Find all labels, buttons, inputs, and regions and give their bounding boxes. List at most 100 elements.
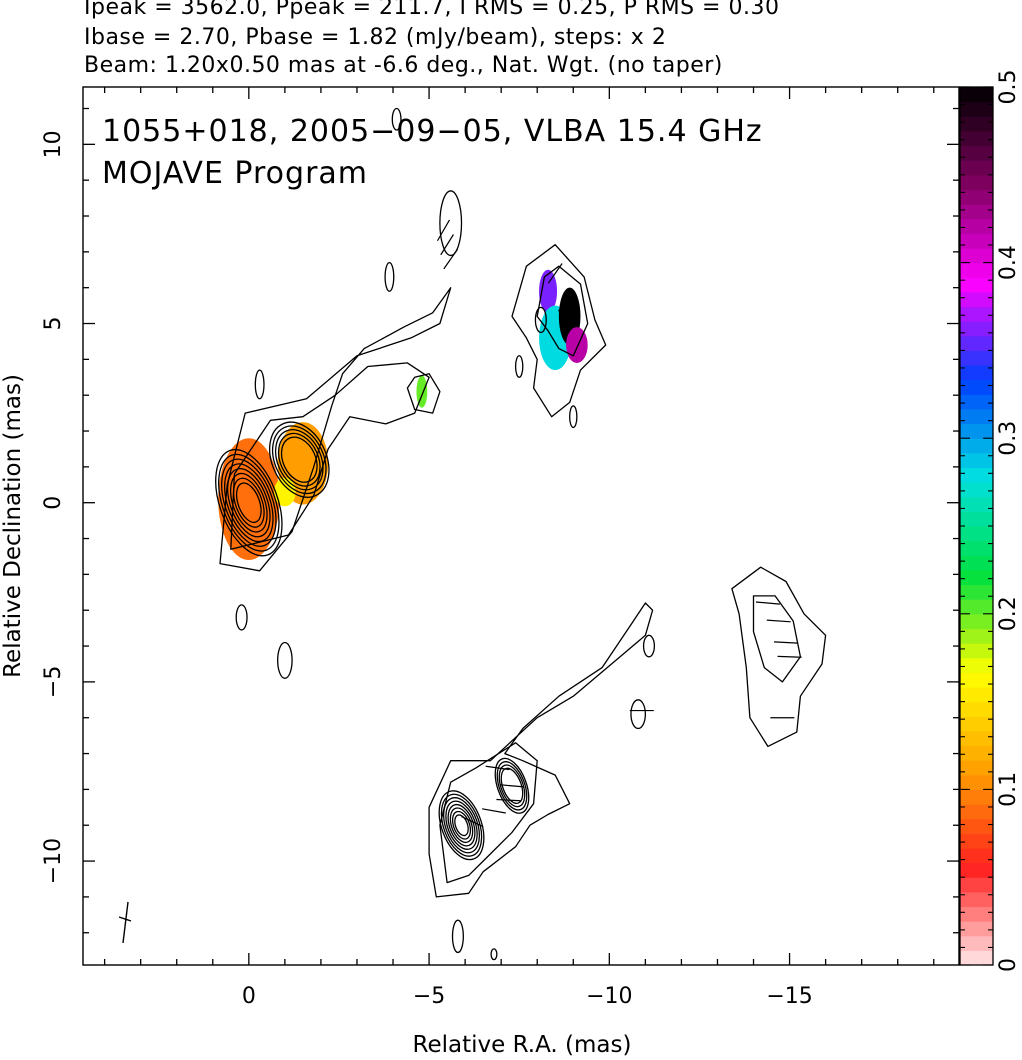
contour-counter-knot-0	[494, 757, 530, 814]
colorbar-step	[960, 452, 993, 469]
y-tick-label: 5	[41, 317, 66, 331]
colorbar-step	[960, 233, 993, 249]
colorbar-step	[960, 526, 993, 542]
colorbar-step	[960, 116, 993, 132]
program-annotation: MOJAVE Program	[102, 156, 368, 191]
colorbar-step	[960, 833, 993, 849]
colorbar-step	[960, 101, 993, 117]
contour-islet-1	[235, 604, 248, 631]
contour-counter-knot-2	[498, 764, 526, 808]
colorbar-step	[960, 555, 993, 571]
header-line-1: Ipeak = 3562.0, Ppeak = 211.7, I RMS = 0…	[84, 0, 780, 20]
x-tick-label: −15	[766, 984, 812, 1009]
colorbar-step	[960, 262, 993, 278]
colorbar-step	[960, 672, 993, 688]
colorbar-step	[960, 774, 993, 790]
colorbar-step	[960, 584, 993, 600]
contour-counter-knot-1	[496, 761, 528, 811]
colorbar-step	[960, 862, 993, 878]
colorbar-step	[960, 818, 993, 834]
evpa-vector-9	[766, 619, 791, 623]
contour-core-4	[226, 468, 271, 538]
colorbar-step	[960, 745, 993, 761]
colorbar-step	[960, 321, 993, 337]
colorbar-step	[960, 160, 993, 176]
contour-east-inner	[752, 595, 802, 683]
contour-knot-5	[406, 373, 441, 414]
colorbar-step	[960, 686, 993, 703]
colorbar-step	[960, 921, 993, 937]
contour-counter-core-5	[449, 807, 474, 844]
beam-marker	[118, 901, 132, 944]
colorbar-step	[960, 613, 993, 630]
evpa-vector-4	[499, 784, 524, 788]
colorbar-step	[960, 277, 993, 293]
contour-core-6	[232, 477, 265, 528]
colorbar-step	[960, 130, 993, 147]
contour-islet-2	[254, 369, 265, 400]
contour-islet-0	[277, 641, 293, 679]
source-annotation: 1055+018, 2005−09−05, VLBA 15.4 GHz	[102, 114, 763, 149]
contour-counter-core-1	[440, 793, 483, 857]
contour-islet-8	[630, 699, 647, 730]
contour-layer	[215, 107, 827, 961]
colorbar-step	[960, 569, 993, 586]
colorbar-step	[960, 877, 993, 893]
pol-patch-3	[416, 375, 428, 408]
y-tick-label: −10	[41, 838, 66, 884]
colorbar-step	[960, 218, 993, 234]
contour-counter-core-3	[445, 800, 478, 850]
header-line-2: Ibase = 2.70, Pbase = 1.82 (mJy/beam), s…	[84, 25, 667, 50]
colorbar-step	[960, 306, 993, 322]
colorbar-step	[960, 891, 993, 908]
colorbar-step	[960, 730, 993, 747]
colorbar-step	[960, 379, 993, 395]
colorbar-step	[960, 350, 993, 366]
colorbar-step	[960, 482, 993, 498]
colorbar-step	[960, 657, 993, 673]
evpa-vector-2	[443, 248, 459, 270]
colorbar-step	[960, 511, 993, 527]
y-axis-label: Relative Declination (mas)	[0, 374, 26, 678]
colorbar-tick-label: 0.3	[996, 421, 1021, 456]
contour-counter-core-4	[447, 803, 476, 847]
y-tick-label: 0	[41, 496, 66, 510]
evpa-vector-5	[496, 798, 521, 802]
evpa-vector-10	[773, 641, 798, 644]
evpa-vector-7	[461, 816, 484, 828]
x-tick-label: −10	[586, 984, 632, 1009]
colorbar-step	[960, 145, 993, 161]
colorbar-step	[960, 174, 993, 191]
contour-north-blob	[511, 244, 607, 418]
colorbar-step	[960, 760, 993, 776]
colorbar-step	[960, 599, 993, 615]
contour-islet-12	[534, 306, 547, 334]
contour-islet-9	[642, 634, 656, 658]
contour-islet-10	[569, 405, 578, 429]
colorbar-step	[960, 643, 993, 659]
x-tick-label: 0	[242, 984, 256, 1009]
evpa-vector-11	[777, 655, 802, 658]
contour-inner-jet-0	[269, 421, 330, 498]
colorbar-tick-label: 0.2	[996, 596, 1021, 631]
plot-frame	[82, 86, 960, 966]
contour-core-5	[229, 472, 268, 533]
colorbar-step	[960, 789, 993, 805]
colorbar-step	[960, 804, 993, 820]
y-tick-label: 10	[41, 130, 66, 158]
contour-jet-inner	[230, 362, 430, 550]
axes-layer: 0 −5 −10 −15 −10 −5 0 5 10	[41, 87, 959, 1009]
colorbar-step	[960, 847, 993, 864]
pol-patch-2	[274, 477, 296, 507]
colorbar-step	[960, 935, 993, 951]
colorbar-step	[960, 423, 993, 439]
header-line-3: Beam: 1.20x0.50 mas at -6.6 deg., Nat. W…	[84, 53, 723, 78]
contour-inner-jet-3	[277, 432, 321, 487]
y-tick-label: −5	[41, 666, 66, 698]
evpa-vector-layer	[436, 219, 802, 828]
colorbar-step	[960, 701, 993, 717]
colorbar-step	[960, 467, 993, 483]
contour-counter-core-6	[451, 810, 472, 840]
colorbar-step	[960, 335, 993, 351]
contour-counter-core-0	[438, 790, 485, 861]
